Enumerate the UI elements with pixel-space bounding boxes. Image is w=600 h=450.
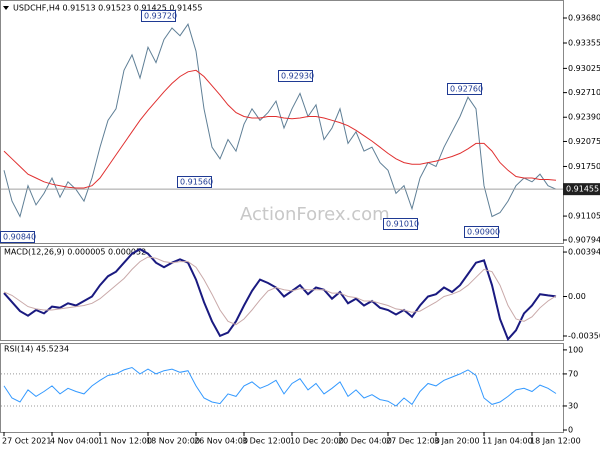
y-tick-label: 0.93025: [568, 64, 600, 73]
annotation: 0.92760: [450, 85, 483, 94]
x-tick-label: 3 Jan 20:00: [434, 437, 480, 446]
x-tick-label: 11 Jan 04:00: [482, 437, 533, 446]
y-tick-label: 30: [568, 401, 578, 410]
x-tick-label: 18 Jan 12:00: [530, 437, 581, 446]
y-tick-label: 0: [568, 425, 573, 434]
rsi-header: RSI(14) 45.5234: [4, 345, 69, 354]
series-line: [3, 248, 557, 342]
macd-panel: [0, 246, 564, 341]
annotation: 0.90840: [3, 233, 36, 242]
y-tick-label: 0.92075: [568, 137, 600, 146]
price-panel: [0, 0, 564, 244]
annotation-box: [177, 176, 212, 188]
annotation-box: [278, 70, 313, 82]
last-price-label: 0.91455: [566, 185, 599, 194]
annotation: 0.91560: [180, 178, 213, 187]
series-line: [3, 69, 557, 189]
y-tick-label: 0.003944: [568, 248, 600, 257]
price-header: USDCHF,H4 0.91513 0.91523 0.91425 0.9145…: [13, 4, 202, 13]
y-tick-label: 0.91105: [568, 212, 600, 221]
annotation: 0.93720: [144, 12, 177, 21]
series-line: [3, 23, 557, 218]
x-tick-label: 27 Oct 2021: [2, 437, 51, 446]
x-tick-label: 26 Nov 04:00: [194, 437, 248, 446]
macd-header: MACD(12,26,9) 0.000005 0.000052: [4, 248, 146, 257]
rsi-panel: [0, 343, 564, 433]
x-tick-label: 10 Dec 20:00: [290, 437, 344, 446]
y-tick-label: 0.90794: [568, 236, 600, 245]
x-tick-label: 20 Dec 04:00: [338, 437, 392, 446]
x-tick-label: 27 Dec 12:00: [386, 437, 440, 446]
y-tick-label: 0.92390: [568, 113, 600, 122]
annotation: 0.91010: [386, 220, 419, 229]
annotation-box: [447, 83, 482, 95]
y-tick-label: 0.91750: [568, 162, 600, 171]
y-tick-label: 0.92710: [568, 88, 600, 97]
annotation-box: [383, 218, 418, 230]
y-tick-label: 0.00: [568, 292, 586, 301]
y-tick-label: 0.93680: [568, 14, 600, 23]
series-line: [3, 366, 557, 407]
y-tick-label: -0.003506: [568, 332, 600, 341]
last-price-box: [563, 183, 600, 196]
watermark: ActionForex.com: [240, 204, 390, 225]
x-tick-label: 4 Nov 04:00: [50, 437, 99, 446]
x-tick-label: 18 Nov 20:00: [146, 437, 200, 446]
x-tick-label: 3 Dec 12:00: [242, 437, 291, 446]
annotation-box: [0, 231, 35, 243]
annotation: 0.90900: [467, 228, 500, 237]
series-line: [3, 256, 557, 326]
y-tick-label: 100: [568, 345, 583, 354]
x-tick-label: 11 Nov 12:00: [98, 437, 152, 446]
menu-icon: [3, 6, 9, 10]
y-tick-label: 0.93355: [568, 39, 600, 48]
annotation-box: [464, 226, 499, 238]
y-tick-label: 70: [568, 369, 578, 378]
annotation-box: [141, 10, 176, 22]
annotation: 0.92930: [281, 72, 314, 81]
